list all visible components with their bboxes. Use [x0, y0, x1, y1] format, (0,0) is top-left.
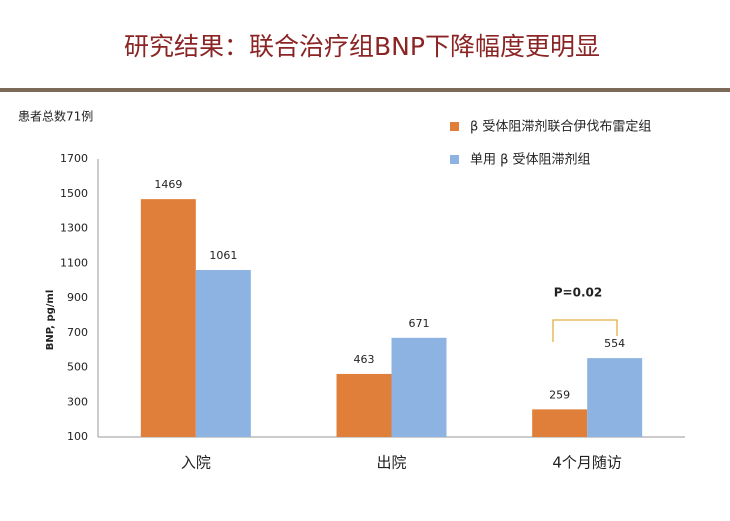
y-tick-label: 1700 [60, 152, 88, 165]
y-axis-label: BNP, pg/ml [45, 290, 56, 351]
value-label: 1469 [154, 178, 182, 191]
legend-swatch [450, 155, 459, 164]
bar [336, 373, 392, 437]
x-tick-label: 入院 [181, 454, 211, 472]
y-tick-label: 700 [67, 326, 88, 339]
bar [195, 270, 251, 437]
legend-label: 单用 β 受体阻滞剂组 [470, 153, 591, 168]
value-label: 671 [409, 317, 430, 330]
x-tick-label: 出院 [376, 454, 406, 472]
y-tick-label: 500 [67, 361, 88, 374]
title-rule [0, 88, 730, 92]
y-tick-label: 1500 [60, 187, 88, 200]
y-tick-label: 1100 [60, 256, 88, 269]
value-label: 463 [354, 353, 375, 366]
value-label: 1061 [209, 249, 237, 262]
y-tick-label: 300 [67, 395, 88, 408]
bar [391, 337, 447, 437]
value-label: 554 [604, 337, 625, 350]
x-tick-label: 4个月随访 [552, 454, 622, 472]
p-value: P=0.02 [554, 286, 602, 300]
bar [140, 199, 196, 437]
bar [587, 358, 643, 437]
slide-title: 研究结果：联合治疗组BNP下降幅度更明显 [124, 32, 600, 61]
legend-swatch [450, 122, 459, 131]
patient-note: 患者总数71例 [18, 109, 93, 124]
y-tick-label: 900 [67, 291, 88, 304]
bar [532, 409, 588, 437]
y-tick-label: 1300 [60, 222, 88, 235]
legend-label: β 受体阻滞剂联合伊伐布雷定组 [470, 120, 651, 135]
y-tick-label: 100 [67, 430, 88, 443]
value-label: 259 [549, 388, 570, 401]
significance-bracket [552, 319, 618, 342]
